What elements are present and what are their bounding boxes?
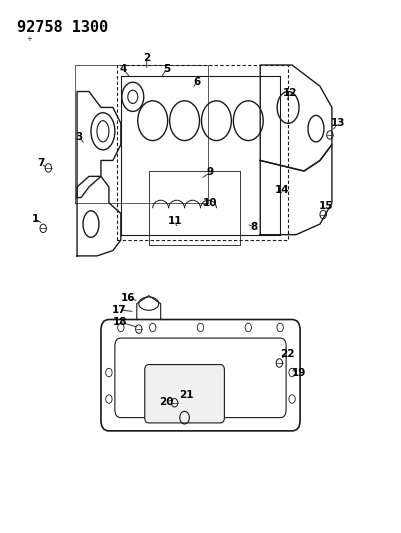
FancyBboxPatch shape	[115, 338, 286, 418]
Text: 22: 22	[280, 349, 295, 359]
Text: 15: 15	[319, 200, 333, 211]
Text: 4: 4	[119, 64, 127, 74]
Text: 19: 19	[292, 368, 306, 377]
Text: 7: 7	[38, 158, 45, 168]
Text: 9: 9	[207, 167, 214, 177]
FancyBboxPatch shape	[101, 319, 300, 431]
Text: 16: 16	[121, 293, 135, 303]
Text: 11: 11	[167, 216, 182, 227]
Text: 2: 2	[143, 53, 150, 63]
FancyBboxPatch shape	[145, 365, 225, 423]
Text: 92758 1300: 92758 1300	[17, 20, 109, 35]
Text: 17: 17	[111, 305, 126, 315]
Text: 12: 12	[283, 87, 298, 98]
Text: 10: 10	[203, 198, 218, 208]
Text: 6: 6	[193, 77, 200, 87]
Text: 5: 5	[163, 64, 170, 74]
Text: 3: 3	[75, 132, 83, 142]
Text: 1: 1	[32, 214, 39, 224]
Text: 14: 14	[275, 184, 290, 195]
Text: 20: 20	[160, 397, 174, 407]
Text: 21: 21	[179, 390, 194, 400]
Text: 13: 13	[331, 118, 345, 128]
Text: +: +	[26, 36, 32, 42]
Text: 8: 8	[251, 222, 258, 232]
Text: 18: 18	[113, 317, 127, 327]
